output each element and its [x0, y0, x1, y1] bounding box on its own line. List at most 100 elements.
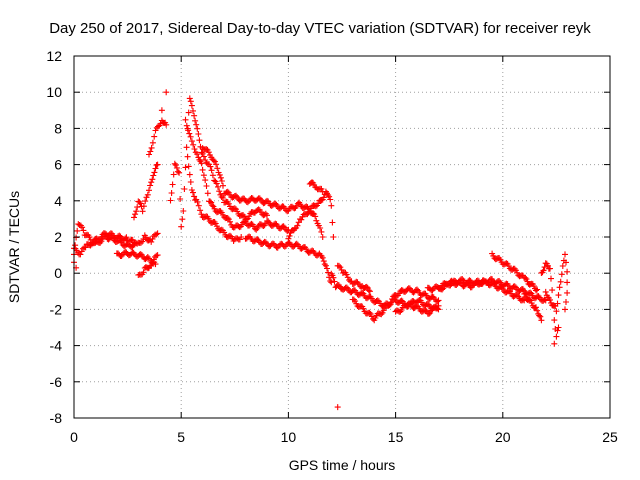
data-point [199, 166, 206, 173]
data-point [149, 235, 156, 242]
data-point [291, 225, 298, 232]
data-point [78, 248, 85, 255]
data-point [132, 211, 139, 218]
data-point [173, 164, 180, 171]
data-point [152, 165, 159, 172]
data-point [214, 165, 221, 172]
data-point [148, 262, 155, 269]
data-point [378, 311, 385, 318]
data-point [535, 293, 542, 300]
data-point [439, 286, 446, 293]
data-point [218, 178, 225, 184]
data-point [149, 139, 156, 146]
chart-title: Day 250 of 2017, Sidereal Day-to-day VTE… [49, 20, 591, 37]
data-point [208, 199, 215, 206]
data-point [537, 313, 544, 320]
data-point [564, 289, 571, 296]
data-point [224, 215, 231, 221]
data-point [198, 211, 205, 218]
data-point [133, 208, 140, 215]
data-point [139, 238, 146, 245]
data-point [191, 193, 198, 200]
data-point [185, 109, 192, 116]
data-point [146, 255, 152, 262]
data-point [224, 188, 231, 195]
data-point [118, 253, 125, 259]
data-point [286, 232, 293, 239]
data-point [187, 98, 194, 105]
data-point [202, 177, 209, 184]
data-point [139, 208, 146, 215]
data-point [522, 274, 529, 281]
data-point [331, 278, 338, 285]
data-point [148, 238, 155, 245]
data-point [555, 324, 562, 331]
data-point [496, 278, 503, 285]
data-point [212, 220, 219, 227]
data-point [541, 264, 548, 271]
data-point [554, 327, 561, 334]
data-point [218, 194, 225, 200]
data-point [210, 157, 217, 164]
data-point [238, 234, 245, 240]
data-point [153, 231, 160, 238]
data-point [534, 307, 541, 314]
data-point [79, 224, 86, 231]
data-point [254, 236, 261, 243]
data-point [343, 284, 350, 291]
y-tick-label: -2 [50, 301, 63, 317]
data-point [216, 188, 223, 195]
data-point [542, 288, 549, 295]
data-point [177, 196, 184, 202]
x-tick-label: 5 [177, 429, 185, 445]
data-point [527, 297, 534, 304]
data-point [149, 176, 156, 183]
data-point [134, 204, 141, 211]
data-point [190, 141, 197, 148]
data-point [563, 299, 569, 305]
data-point [146, 151, 152, 158]
data-point [149, 260, 156, 267]
data-point [204, 190, 211, 197]
data-point [197, 207, 204, 214]
data-point [187, 133, 194, 140]
data-point [313, 217, 320, 224]
data-point [140, 203, 147, 210]
data-point [186, 130, 193, 137]
y-tick-labels: -8 -6 -4 -2 0 2 4 6 8 10 12 [46, 48, 62, 426]
data-point [152, 261, 159, 268]
data-markers [71, 89, 571, 411]
data-point [140, 269, 147, 276]
axis-ticks [73, 55, 611, 419]
data-point [202, 157, 209, 163]
data-point [387, 299, 394, 306]
data-point [564, 268, 571, 275]
data-point [295, 219, 302, 226]
data-point [148, 144, 155, 151]
data-point [372, 315, 379, 321]
data-point [318, 185, 325, 192]
data-point [207, 163, 214, 170]
data-point [151, 169, 158, 176]
data-point [272, 200, 279, 207]
data-point [336, 262, 342, 269]
data-point [158, 107, 165, 114]
x-axis-label: GPS time / hours [288, 457, 396, 473]
data-point [541, 296, 548, 303]
data-point [233, 192, 239, 199]
data-point [526, 296, 533, 303]
data-point [147, 182, 154, 189]
data-point [169, 181, 176, 188]
data-point [80, 245, 86, 252]
data-point [280, 223, 287, 230]
data-point [188, 102, 195, 109]
data-point [153, 252, 160, 259]
data-point [190, 189, 196, 196]
data-point [150, 172, 157, 179]
data-point [170, 171, 177, 178]
data-point [74, 227, 81, 234]
data-point [188, 187, 195, 193]
grid-lines [74, 56, 610, 418]
data-point [203, 183, 210, 189]
data-point [217, 174, 224, 181]
